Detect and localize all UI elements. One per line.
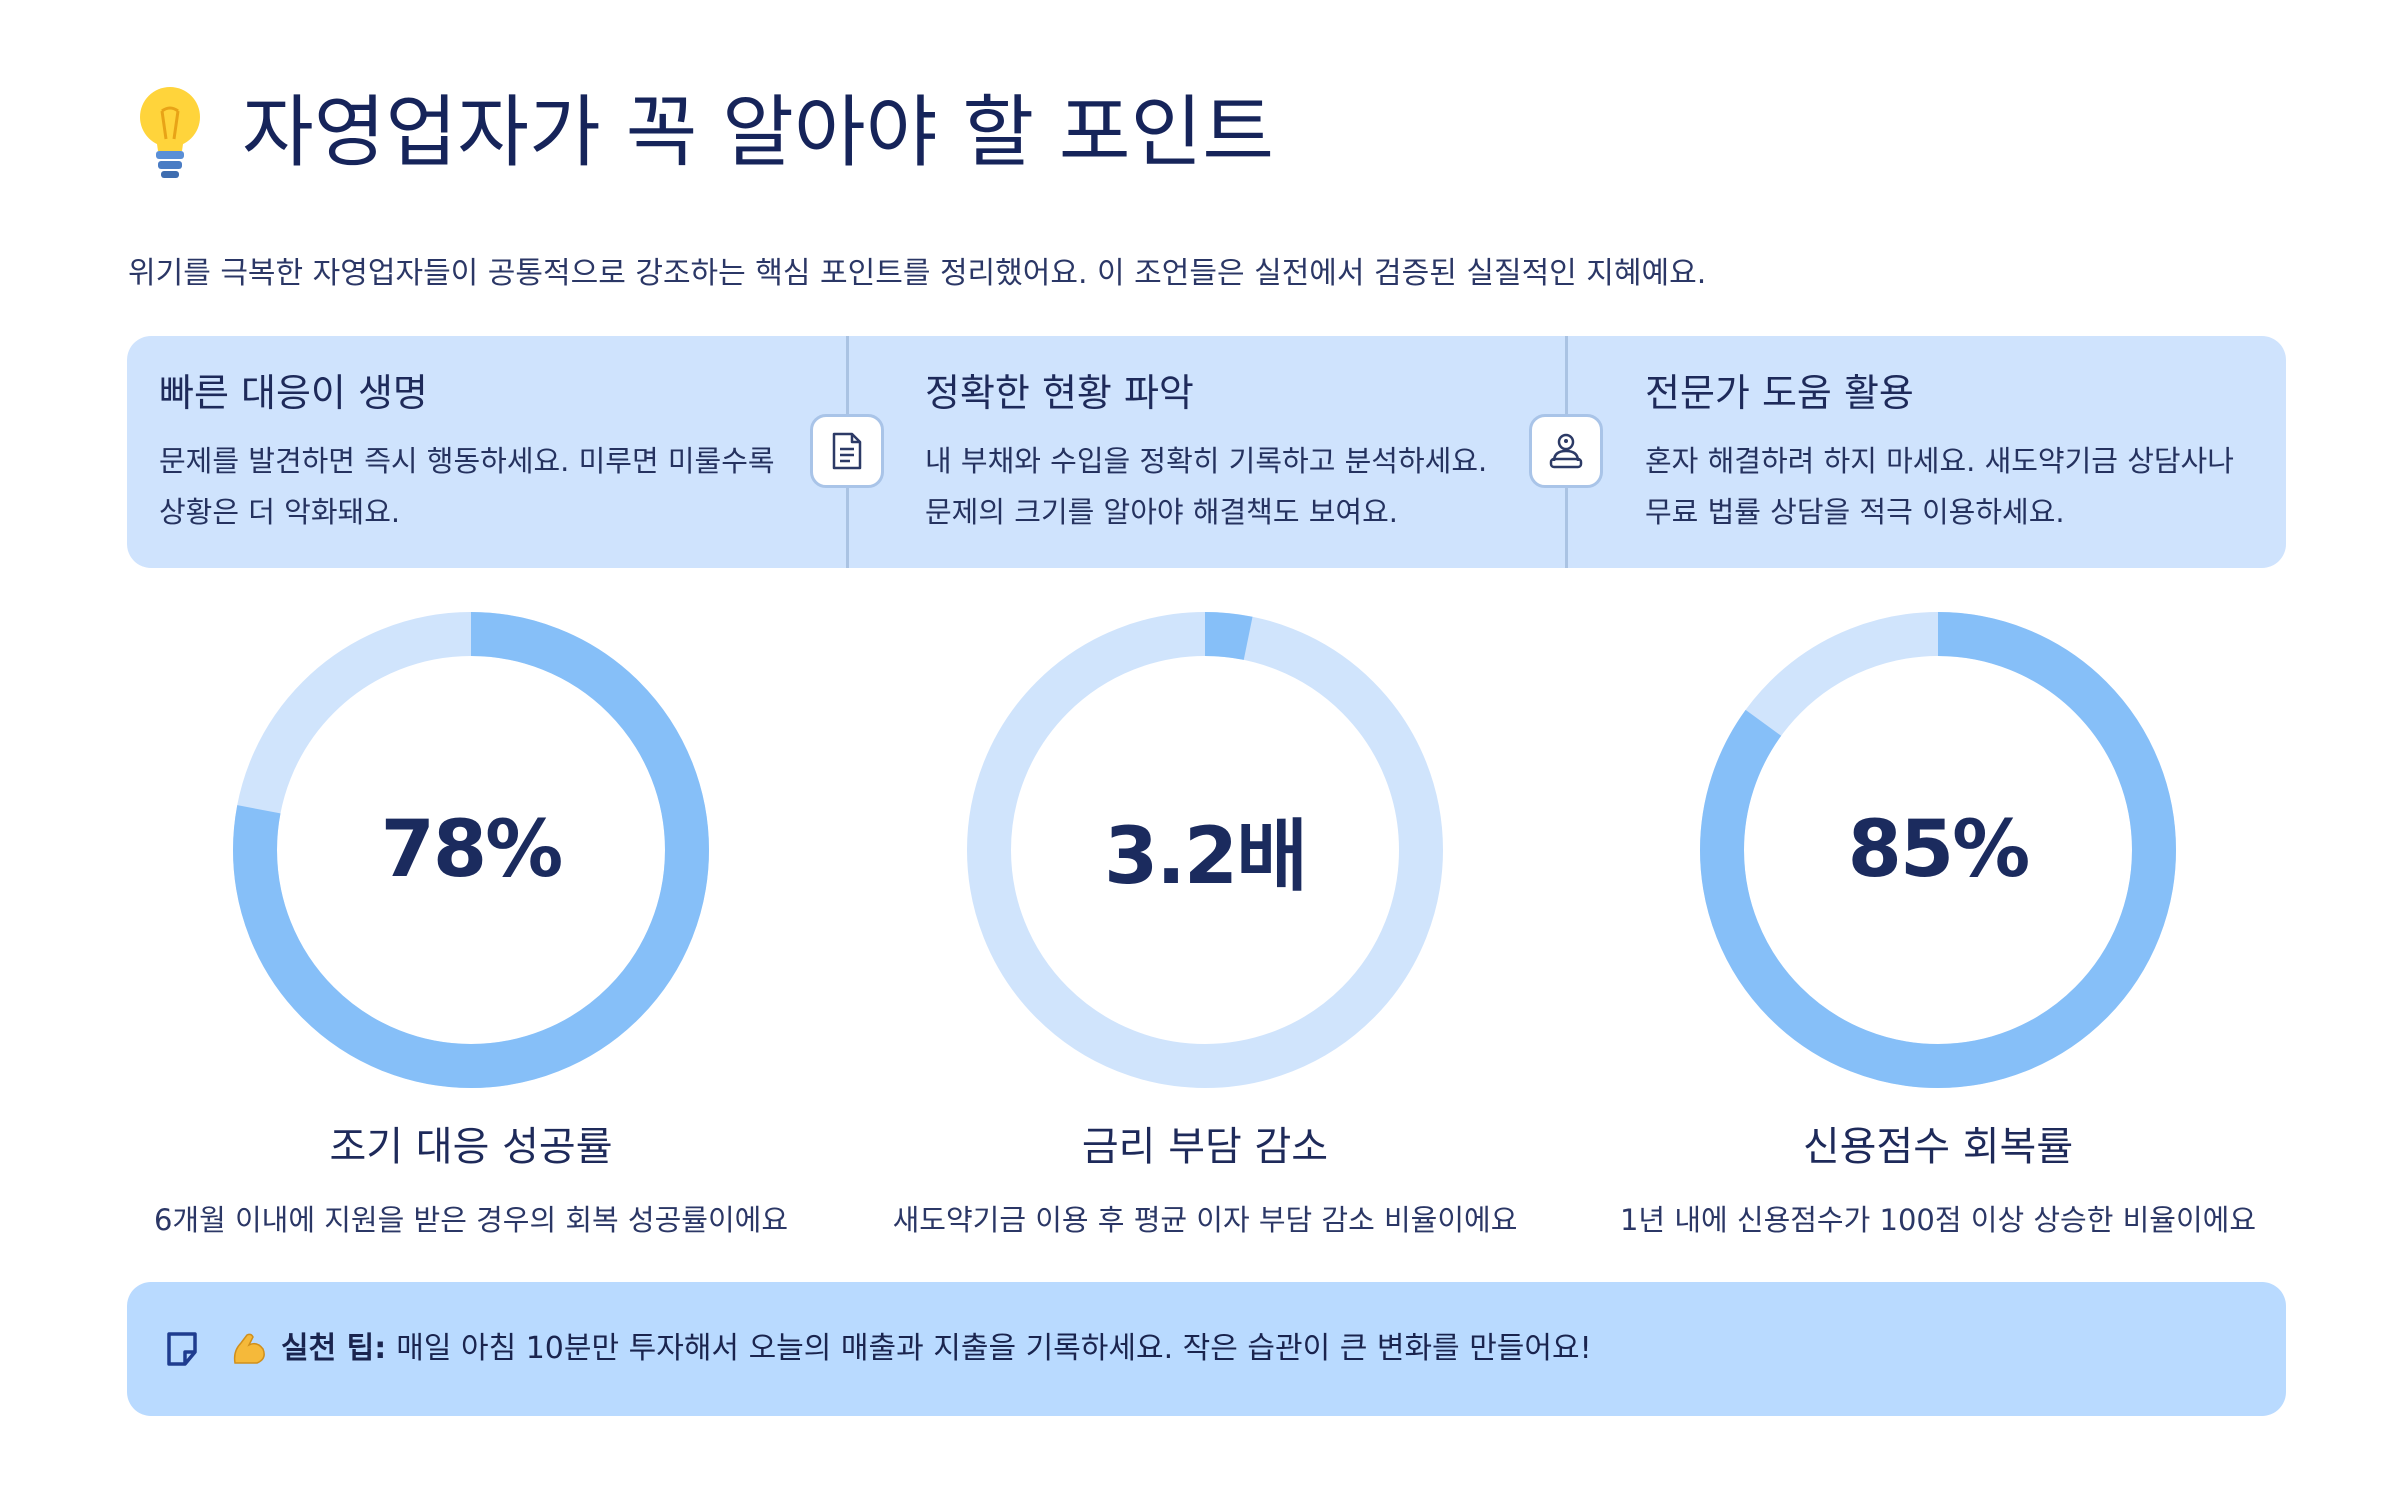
gauge-value: 3.2배 bbox=[1104, 812, 1308, 902]
flexed-biceps-icon bbox=[233, 1333, 265, 1364]
advisor-icon bbox=[1529, 414, 1603, 488]
gauge-arc bbox=[967, 612, 1443, 1088]
gauge-chart bbox=[233, 612, 709, 1088]
metric-description: 새도약기금 이용 후 평균 이자 부담 감소 비율이에요 bbox=[892, 1203, 1518, 1237]
metric-description: 1년 내에 신용점수가 100점 이상 상승한 비율이에요 bbox=[1619, 1203, 2257, 1237]
metric-label: 신용점수 회복률 bbox=[1802, 1124, 2074, 1170]
gauge-arc bbox=[1700, 612, 2176, 1088]
tip-message: 매일 아침 10분만 투자해서 오늘의 매출과 지출을 기록하세요. 작은 습관… bbox=[396, 1331, 1592, 1366]
point-title: 정확한 현황 파악 bbox=[925, 371, 1194, 415]
page-title: 자영업자가 꼭 알아야 할 포인트 bbox=[128, 78, 1274, 188]
point-card: 전문가 도움 활용 혼자 해결하려 하지 마세요. 새도약기금 상담사나 무료 … bbox=[1645, 336, 2265, 568]
gauge-arc bbox=[233, 612, 709, 1088]
gauge-chart bbox=[967, 612, 1443, 1088]
note-icon bbox=[167, 1332, 197, 1366]
metric-label: 조기 대응 성공률 bbox=[329, 1124, 613, 1170]
tip-text: 실천 팁: 매일 아침 10분만 투자해서 오늘의 매출과 지출을 기록하세요.… bbox=[229, 1324, 1592, 1374]
tip-banner: 실천 팁: 매일 아침 10분만 투자해서 오늘의 매출과 지출을 기록하세요.… bbox=[127, 1282, 2286, 1416]
page-subtitle: 위기를 극복한 자영업자들이 공통적으로 강조하는 핵심 포인트를 정리했어요.… bbox=[128, 256, 1707, 291]
key-points-panel: 빠른 대응이 생명 문제를 발견하면 즉시 행동하세요. 미루면 미룰수록 상황… bbox=[127, 336, 2286, 568]
page-title-text: 자영업자가 꼭 알아야 할 포인트 bbox=[242, 88, 1275, 178]
metric-description: 6개월 이내에 지원을 받은 경우의 회복 성공률이에요 bbox=[153, 1203, 789, 1237]
point-description: 문제를 발견하면 즉시 행동하세요. 미루면 미룰수록 상황은 더 악화돼요. bbox=[159, 444, 775, 529]
tip-label: 실천 팁: bbox=[281, 1331, 387, 1366]
point-title: 빠른 대응이 생명 bbox=[159, 371, 428, 415]
point-description: 내 부채와 수입을 정확히 기록하고 분석하세요. 문제의 크기를 알아야 해결… bbox=[925, 444, 1488, 529]
point-card: 정확한 현황 파악 내 부채와 수입을 정확히 기록하고 분석하세요. 문제의 … bbox=[925, 336, 1545, 568]
point-description: 혼자 해결하려 하지 마세요. 새도약기금 상담사나 무료 법률 상담을 적극 … bbox=[1645, 444, 2234, 529]
gauge-value: 78% bbox=[380, 805, 564, 895]
document-icon bbox=[810, 414, 884, 488]
point-card: 빠른 대응이 생명 문제를 발견하면 즉시 행동하세요. 미루면 미룰수록 상황… bbox=[159, 336, 839, 568]
lightbulb-icon bbox=[140, 87, 200, 178]
gauge-value: 85% bbox=[1847, 805, 2031, 895]
gauge-chart bbox=[1700, 612, 2176, 1088]
point-title: 전문가 도움 활용 bbox=[1645, 371, 1914, 415]
metric-label: 금리 부담 감소 bbox=[1081, 1124, 1329, 1170]
